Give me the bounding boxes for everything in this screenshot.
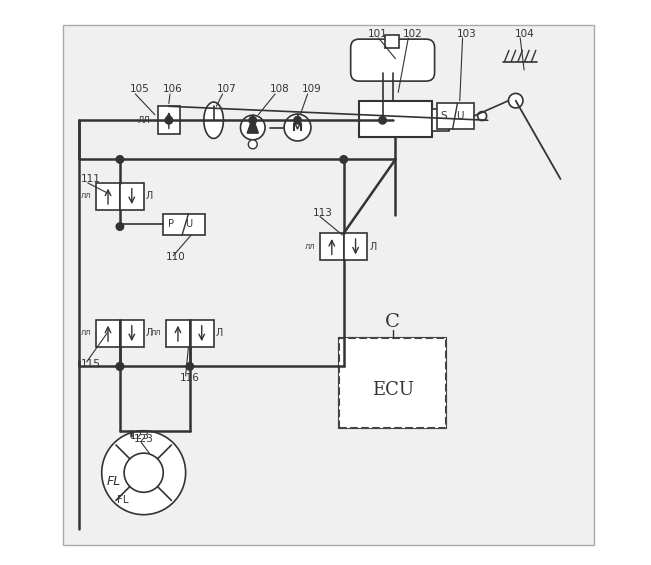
Text: ECU: ECU [372, 381, 413, 399]
Text: U: U [456, 111, 464, 121]
FancyBboxPatch shape [351, 39, 435, 81]
Bar [166, 320, 190, 347]
Bar [437, 103, 474, 129]
Bar [120, 320, 144, 347]
Circle shape [508, 93, 523, 108]
Circle shape [115, 362, 124, 371]
Text: Л: Л [215, 328, 223, 338]
Text: FL: FL [107, 475, 121, 488]
Bar [339, 338, 446, 428]
Bar [96, 183, 120, 210]
Circle shape [378, 116, 387, 125]
Bar [339, 338, 446, 428]
Text: 101: 101 [367, 29, 387, 38]
Bar [163, 214, 205, 235]
Text: 106: 106 [163, 85, 183, 94]
Text: ЛЛ: ЛЛ [305, 244, 315, 250]
Circle shape [165, 116, 173, 125]
Bar [190, 320, 214, 347]
Circle shape [124, 453, 163, 492]
Text: 109: 109 [302, 85, 322, 94]
Text: S: S [440, 111, 447, 121]
Text: U: U [185, 219, 192, 229]
Circle shape [102, 431, 186, 515]
Circle shape [339, 362, 348, 371]
Circle shape [339, 155, 348, 164]
Text: 123: 123 [134, 434, 154, 444]
Bar [120, 183, 144, 210]
Text: Л: Л [146, 192, 153, 201]
Text: ЛЛ: ЛЛ [151, 331, 161, 336]
Bar [344, 233, 367, 260]
Circle shape [248, 140, 257, 149]
Bar [385, 35, 398, 47]
Text: 110: 110 [166, 253, 186, 262]
Text: 113: 113 [313, 207, 333, 218]
Polygon shape [247, 118, 258, 133]
Text: 116: 116 [180, 372, 200, 383]
Ellipse shape [204, 102, 223, 138]
Circle shape [248, 116, 257, 125]
Circle shape [115, 222, 124, 231]
Bar [432, 109, 449, 132]
Text: Л: Л [369, 242, 377, 251]
Bar [320, 233, 344, 260]
Text: FL: FL [117, 494, 129, 505]
Text: 123: 123 [130, 431, 150, 441]
Circle shape [240, 115, 265, 140]
Text: Л: Л [146, 328, 153, 338]
Text: M: M [292, 123, 303, 133]
Text: 111: 111 [81, 174, 101, 184]
Bar [96, 320, 120, 347]
Text: P: P [168, 219, 174, 229]
Text: 104: 104 [514, 29, 534, 38]
Bar [158, 106, 180, 134]
Circle shape [115, 362, 124, 371]
Bar [359, 101, 432, 137]
Text: 107: 107 [216, 85, 236, 94]
Circle shape [284, 114, 311, 141]
Text: ЛЛ: ЛЛ [81, 331, 91, 336]
Circle shape [478, 112, 486, 120]
Text: 105: 105 [130, 85, 150, 94]
Text: ЛЛ: ЛЛ [81, 193, 91, 199]
Text: ЛЛ: ЛЛ [137, 116, 150, 125]
Text: 102: 102 [403, 29, 422, 38]
Circle shape [186, 362, 194, 371]
Text: 103: 103 [457, 29, 477, 38]
Circle shape [115, 155, 124, 164]
Circle shape [293, 116, 302, 125]
Text: 115: 115 [81, 359, 101, 368]
Text: 108: 108 [270, 85, 289, 94]
Text: C: C [385, 312, 400, 331]
